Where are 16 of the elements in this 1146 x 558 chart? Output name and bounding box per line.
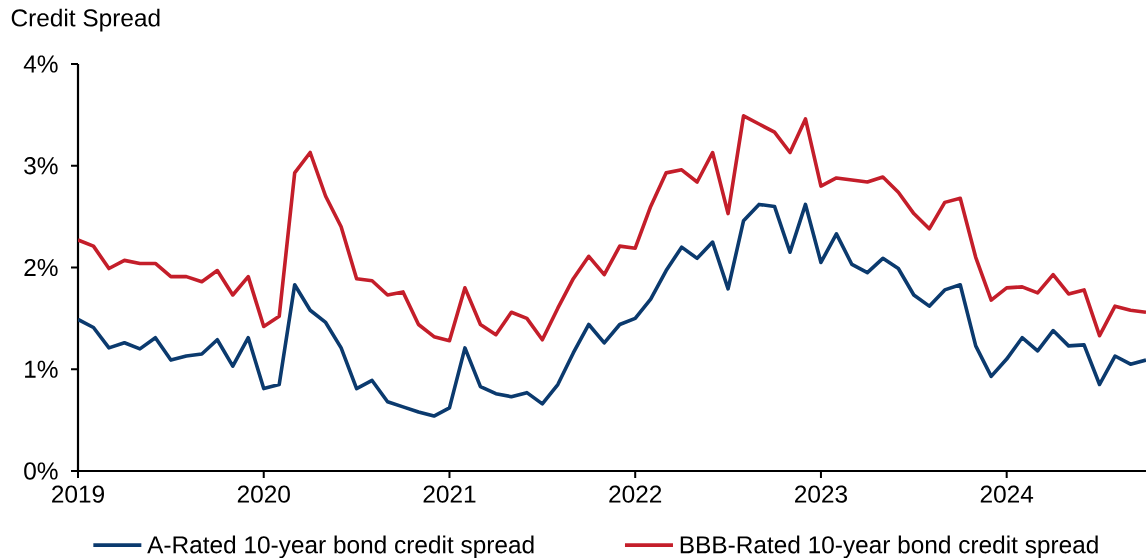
line-series	[78, 202, 1146, 418]
y-tick-label: 0%	[24, 462, 58, 480]
x-tick-label: 2024	[980, 485, 1034, 503]
y-axis-title: Credit Spread	[11, 8, 160, 32]
y-tick-label: 1%	[25, 360, 58, 378]
x-tick-label: 2019	[52, 485, 104, 503]
x-tick-label: 2022	[609, 485, 662, 503]
y-tick-label: 2%	[24, 258, 58, 277]
x-tick-label: 2021	[423, 485, 476, 503]
legend-label: A-Rated 10-year bond credit spread	[147, 535, 534, 558]
legend-label: BBB-Rated 10-year bond credit spread	[680, 535, 1098, 558]
y-tick-label: 3%	[24, 157, 58, 175]
line-series	[78, 114, 1146, 343]
y-tick-label: 4%	[23, 55, 58, 73]
x-tick-label: 2023	[795, 485, 848, 503]
x-tick-label: 2020	[237, 485, 290, 503]
